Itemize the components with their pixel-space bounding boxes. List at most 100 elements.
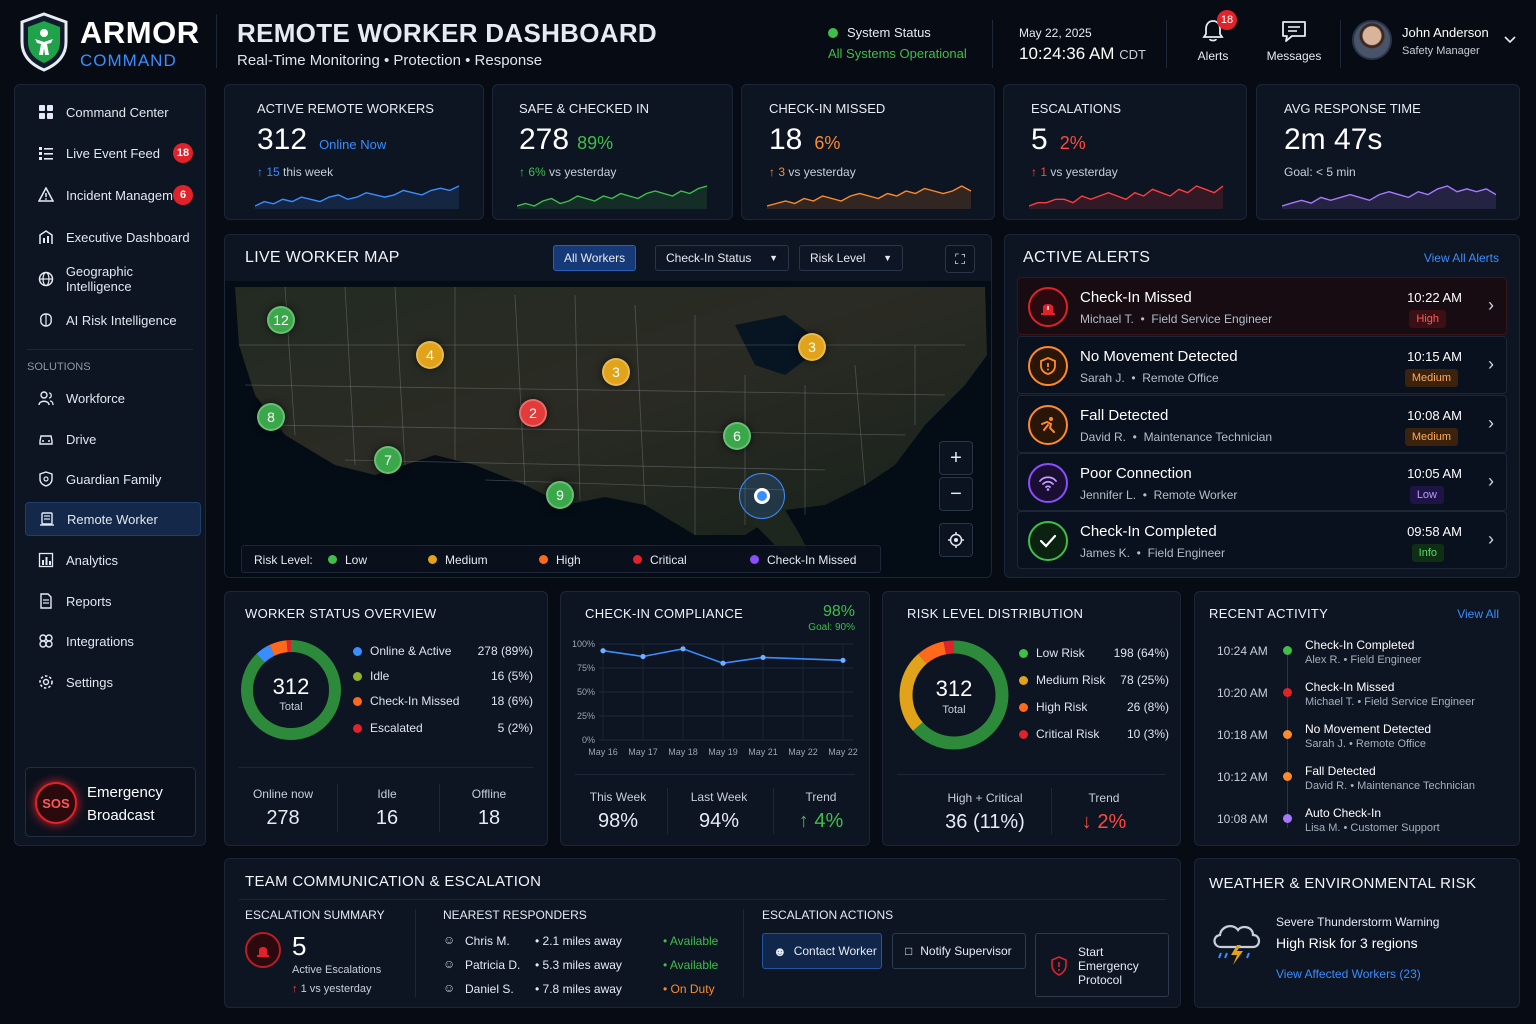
shield-alert-icon	[1051, 956, 1067, 976]
filter-risk-level[interactable]: Risk Level ▼	[799, 245, 903, 271]
responder-row[interactable]: ☺ Patricia D. • 5.3 miles away • Availab…	[443, 957, 727, 975]
active-alerts-panel: ACTIVE ALERTS View All Alerts Check-In M…	[1004, 234, 1520, 578]
activity-item[interactable]: 10:24 AM Check-In Completed Alex R. • Fiel…	[1209, 636, 1509, 676]
chevron-right-icon: ›	[1488, 529, 1494, 549]
donut-total-label: Total	[942, 704, 966, 716]
kpi-change: ↑ 3 vs yesterday	[769, 165, 856, 179]
user-menu[interactable]: John Anderson Safety Manager	[1352, 18, 1522, 64]
sidebar-item-workforce[interactable]: Workforce	[25, 381, 201, 415]
view-all-alerts-link[interactable]: View All Alerts	[1423, 251, 1499, 265]
alert-level-badge: Info	[1411, 544, 1444, 562]
sidebar-item-label: Incident Management	[66, 187, 192, 203]
activity-item[interactable]: 10:18 AM No Movement Detected Sarah J. • R…	[1209, 720, 1509, 760]
escalations-change: ↑ 1 vs yesterday	[292, 983, 371, 995]
selected-location-marker[interactable]	[739, 473, 785, 519]
cluster-count: 3	[612, 364, 620, 380]
map-cluster-marker[interactable]: 8	[257, 403, 285, 431]
alert-title: Check-In Completed	[1080, 523, 1217, 540]
activity-item[interactable]: 10:08 AM Auto Check-In Lisa M. • Customer …	[1209, 804, 1509, 844]
sidebar-item-executive-dashboard[interactable]: Executive Dashboard	[25, 220, 201, 254]
map-cluster-marker[interactable]: 9	[546, 481, 574, 509]
sparkline-line	[1282, 185, 1496, 207]
stat-value: 94%	[698, 810, 740, 832]
sidebar-item-drive[interactable]: Drive	[25, 422, 201, 456]
responder-row[interactable]: ☺ Daniel S. • 7.8 miles away • On Duty	[443, 981, 727, 999]
kpi-label: AVG RESPONSE TIME	[1284, 101, 1421, 116]
alert-item[interactable]: Check-In Completed James K. • Field Engi…	[1017, 511, 1507, 569]
filter-all-workers[interactable]: All Workers	[553, 245, 637, 271]
sidebar-item-geographic-intelligence[interactable]: Geographic Intelligence	[25, 262, 201, 296]
kpi-active-workers[interactable]: ACTIVE REMOTE WORKERS 312 Online Now ↑ 15…	[224, 84, 484, 220]
kpi-check-in-missed[interactable]: CHECK-IN MISSED 18 6% ↑ 3 vs yesterday	[741, 84, 995, 220]
responder-distance: • 7.8 miles away	[535, 982, 622, 996]
sidebar-item-analytics[interactable]: Analytics	[25, 543, 201, 577]
map-cluster-marker[interactable]: 3	[798, 333, 826, 361]
emergency-broadcast-button[interactable]: SOS Emergency Broadcast	[25, 767, 196, 837]
map-cluster-marker[interactable]: 3	[602, 358, 630, 386]
alert-item[interactable]: Fall Detected David R. • Maintenance Tec…	[1017, 395, 1507, 453]
alert-time: 10:05 AM	[1407, 466, 1462, 481]
legend-label: Critical	[650, 553, 687, 567]
live-worker-map[interactable]: LIVE WORKER MAP All Workers Check-In Sta…	[224, 234, 992, 578]
map-cluster-marker[interactable]: 12	[267, 306, 295, 334]
legend-low: Low	[328, 553, 367, 567]
start-emergency-protocol-button[interactable]: Start Emergency Protocol	[1035, 933, 1169, 997]
kpi-escalations[interactable]: ESCALATIONS 5 2% ↑ 1 vs yesterday	[1003, 84, 1247, 220]
team-title: TEAM COMMUNICATION & ESCALATION	[245, 873, 542, 890]
sidebar-item-command-center[interactable]: Command Center	[25, 95, 201, 129]
activity-title: Check-In Missed	[1305, 680, 1395, 694]
emergency-label-1: Emergency	[87, 784, 163, 801]
kpi-value: 18 6%	[769, 123, 840, 157]
kpi-avg-response-time[interactable]: AVG RESPONSE TIME 2m 47s Goal: < 5 min	[1256, 84, 1520, 220]
sidebar-item-ai-risk-intelligence[interactable]: AI Risk Intelligence	[25, 303, 201, 337]
zoom-out-button[interactable]: −	[939, 477, 973, 511]
alert-item[interactable]: No Movement Detected Sarah J. • Remote O…	[1017, 336, 1507, 394]
sparkline-line	[1029, 185, 1223, 207]
activity-view-all-link[interactable]: View All	[1457, 607, 1499, 621]
map-cluster-marker[interactable]: 4	[416, 341, 444, 369]
filter-check-in-status[interactable]: Check-In Status ▼	[655, 245, 789, 271]
map-cluster-marker[interactable]: 6	[723, 422, 751, 450]
page-subtitle: Real-Time Monitoring • Protection • Resp…	[237, 52, 543, 69]
sparkline-line	[255, 185, 459, 207]
sidebar-item-incident-management[interactable]: Incident Management 6	[25, 178, 201, 212]
gear-icon	[37, 673, 55, 691]
sidebar-item-guardian-family[interactable]: Guardian Family	[25, 462, 201, 496]
button-label: Notify Supervisor	[920, 944, 1012, 958]
sidebar-item-remote-worker[interactable]: Remote Worker	[25, 502, 201, 536]
kpi-sparkline	[1282, 185, 1496, 209]
compliance-title: CHECK-IN COMPLIANCE	[585, 606, 744, 621]
x-tick-label: May 17	[628, 747, 658, 757]
alerts-button[interactable]: 18 Alerts	[1190, 10, 1237, 64]
sidebar-item-settings[interactable]: Settings	[25, 665, 201, 699]
messages-button[interactable]: Messages	[1262, 12, 1326, 64]
contact-icon: ☻	[773, 943, 787, 959]
status-text: On Duty	[670, 982, 715, 996]
sidebar-item-live-event-feed[interactable]: Live Event Feed 18	[25, 136, 201, 170]
activity-time: 10:20 AM	[1217, 686, 1268, 700]
responder-row[interactable]: ☺ Chris M. • 2.1 miles away • Available	[443, 933, 727, 951]
legend-row: Critical Risk 10 (3%)	[1019, 727, 1169, 741]
stat-label: Trend	[1088, 791, 1120, 805]
alert-item[interactable]: Check-In Missed Michael T. • Field Servi…	[1017, 277, 1507, 335]
sidebar-item-integrations[interactable]: Integrations	[25, 624, 201, 658]
kpi-change: ↑ 1 vs yesterday	[1031, 165, 1118, 179]
alert-item[interactable]: Poor Connection Jennifer L. • Remote Wor…	[1017, 453, 1507, 511]
activity-item[interactable]: 10:20 AM Check-In Missed Michael T. • Fiel…	[1209, 678, 1509, 718]
map-cluster-marker[interactable]: 7	[374, 446, 402, 474]
contact-worker-button[interactable]: ☻ Contact Worker	[762, 933, 882, 969]
zoom-in-button[interactable]: +	[939, 441, 973, 475]
chevron-right-icon: ›	[1488, 295, 1494, 315]
view-affected-workers-link[interactable]: View Affected Workers (23)	[1276, 967, 1421, 981]
sidebar-item-reports[interactable]: Reports	[25, 584, 201, 618]
legend-label: High Risk	[1036, 700, 1088, 714]
fullscreen-icon[interactable]: ⛶	[945, 245, 975, 273]
map-cluster-marker[interactable]: 2	[519, 399, 547, 427]
locate-icon[interactable]	[939, 523, 973, 557]
kpi-safe-checked-in[interactable]: SAFE & CHECKED IN 278 89% ↑ 6% vs yesterd…	[492, 84, 733, 220]
activity-item[interactable]: 10:12 AM Fall Detected David R. • Maintena…	[1209, 762, 1509, 802]
compliance-panel: CHECK-IN COMPLIANCE 98% Goal: 90% 100% 75…	[560, 591, 870, 846]
brand-logo[interactable]: ARMOR COMMAND	[18, 12, 208, 74]
legend-value: 26 (8%)	[1126, 700, 1169, 714]
notify-supervisor-button[interactable]: □ Notify Supervisor	[892, 933, 1026, 969]
